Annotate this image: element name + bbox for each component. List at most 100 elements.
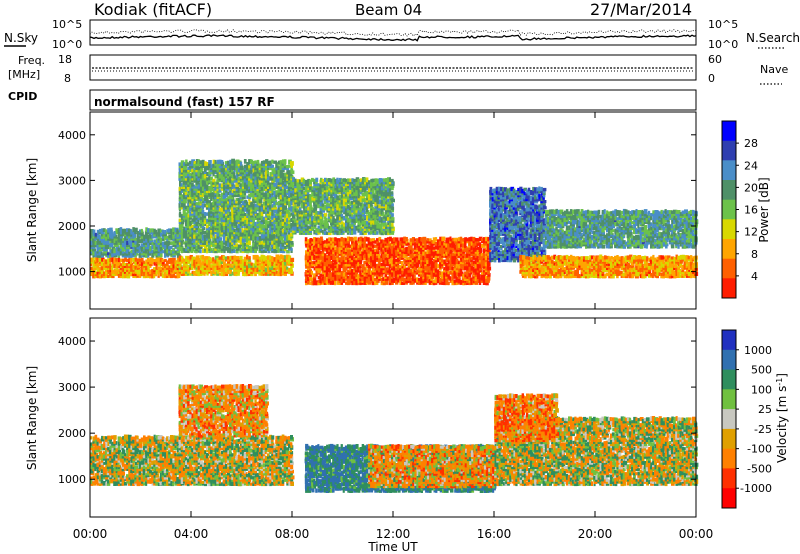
power-cell [98,274,103,279]
power-cell [321,231,326,235]
power-cell [119,232,124,237]
power-cell [308,179,313,185]
power-cell [264,220,269,225]
power-cell [430,240,434,244]
power-cell [449,246,453,250]
power-cell [262,266,265,271]
power-cell [275,254,279,260]
power-cell [277,264,281,268]
power-cell [384,267,388,271]
power-cell [443,279,447,283]
power-cell [252,203,256,208]
power-cell [254,216,258,220]
power-cell [212,247,216,251]
power-cell [100,259,103,265]
power-cell [212,265,216,270]
power-cell [411,279,414,284]
power-cell [380,262,383,267]
power-cell [434,250,438,256]
power-cell [263,237,266,241]
power-cell [252,218,255,222]
power-cell [290,168,294,173]
power-cell [265,201,269,206]
power-cell [374,244,377,248]
power-cell [438,256,442,260]
power-cell [416,252,420,257]
power-cell [480,277,484,281]
power-cell [369,249,373,254]
power-cell [100,244,104,248]
power-cell [313,276,317,282]
power-cell [244,271,247,277]
power-cell [233,203,237,208]
power-cell [180,170,185,175]
power-cell [478,246,482,250]
power-cell [212,169,216,175]
power-cell [286,266,289,270]
power-cell [252,197,257,202]
power-cell [111,266,114,271]
power-cell [396,250,400,254]
power-cell [248,249,252,253]
power-cell [208,204,211,208]
power-cell [351,237,355,242]
power-cell [148,275,152,279]
power-cell [92,275,96,279]
power-cell [209,209,213,214]
power-cell [180,241,183,245]
power-cell [283,270,288,274]
power-cell [264,183,268,187]
power-cell [288,174,291,179]
power-cell [241,211,244,216]
power-cell [277,235,281,239]
power-cell [281,181,285,185]
power-cell [204,161,207,167]
power-cell [235,170,239,175]
power-cell [403,241,407,246]
power-cell [193,190,198,196]
power-cell [378,268,382,273]
power-cell [311,216,314,221]
power-cell [197,244,200,250]
power-cell [436,264,440,269]
power-cell [463,281,467,286]
power-cell [282,250,286,254]
power-cell [193,243,196,247]
power-cell [267,243,270,247]
power-cell [353,271,356,275]
power-cell [317,249,321,255]
power-cell [298,207,302,211]
power-cell [218,172,223,177]
power-cell [189,201,193,206]
power-cell [336,250,339,254]
power-cell [205,250,209,254]
power-cell [182,272,186,276]
power-cell [269,162,272,166]
power-cell [241,214,246,218]
power-cell [476,246,480,250]
power-cell [206,181,209,185]
power-cell [336,270,340,275]
power-cell [273,243,277,247]
power-cell [161,259,164,263]
power-cell [311,219,314,223]
power-cell [247,245,252,250]
power-cell [138,262,143,266]
power-cell [172,227,176,232]
power-cell [214,189,217,194]
power-cell [237,238,242,243]
power-cell [319,236,323,242]
power-cell [269,247,272,251]
power-cell [474,260,478,265]
power-cell [109,257,113,262]
power-cell [254,226,257,231]
power-cell [193,211,197,216]
power-cell [126,247,130,252]
power-cell [172,235,176,239]
power-cell [399,239,402,244]
power-cell [443,243,447,248]
power-cell [483,277,487,281]
power-cell [223,248,226,254]
power-cell [266,255,271,260]
power-cell [282,269,286,275]
